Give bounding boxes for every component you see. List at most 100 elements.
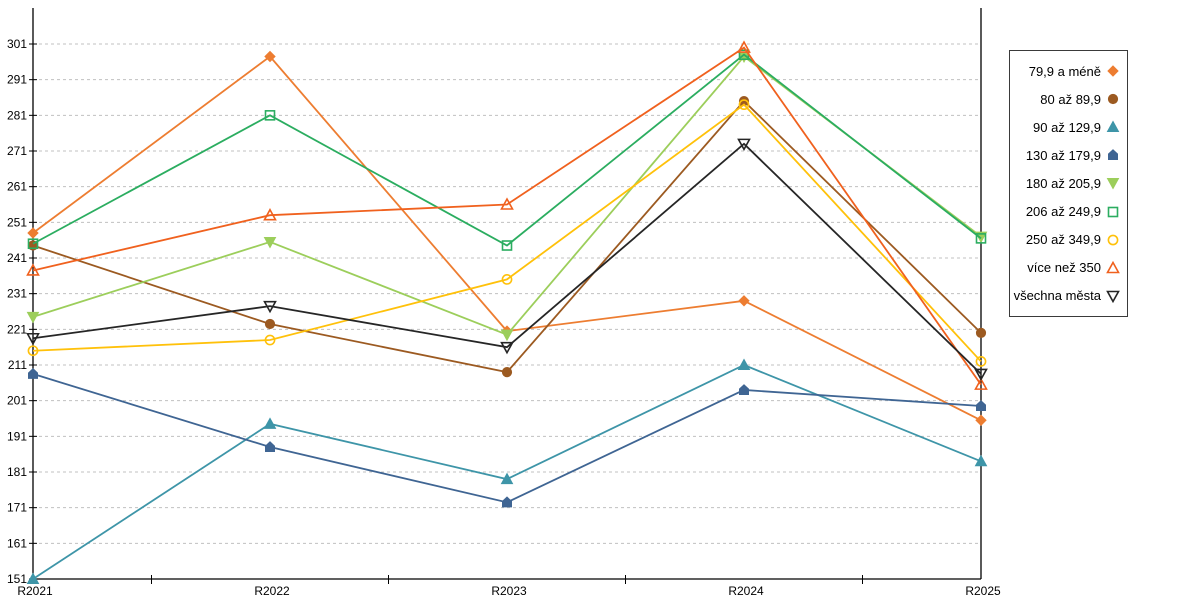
- x-axis-label: R2023: [491, 584, 527, 598]
- series-0-point-3: [738, 295, 750, 307]
- triangle-down-marker-icon: [1106, 290, 1120, 303]
- legend-label: 80 až 89,9: [1040, 91, 1101, 107]
- legend-item-8: všechna města: [1014, 285, 1120, 307]
- diamond-marker-icon: [1107, 65, 1119, 77]
- legend-item-5: 206 až 249,9: [1014, 201, 1120, 223]
- series-8-point-0: [26, 332, 40, 346]
- y-axis-label: 241: [7, 251, 27, 265]
- series-1-point-2: [501, 367, 513, 378]
- pentagon-marker-icon: [1108, 149, 1118, 161]
- legend-label: více než 350: [1027, 260, 1101, 276]
- legend-label: 130 až 179,9: [1025, 147, 1101, 163]
- legend-label: 180 až 205,9: [1025, 175, 1101, 191]
- circle-marker-icon: [1107, 94, 1119, 105]
- series-line-8: [32, 142, 982, 375]
- series-5-point-4: [975, 233, 987, 244]
- y-axis-label: 191: [7, 429, 27, 443]
- legend-item-0: 79,9 a méně: [1014, 60, 1120, 82]
- series-8-point-3: [737, 138, 751, 152]
- series-line-5: [32, 53, 982, 247]
- triangle-up-marker-icon: [1106, 260, 1120, 274]
- series-4-point-1: [263, 236, 277, 249]
- series-7-point-0: [26, 263, 40, 276]
- series-5-point-0: [27, 238, 39, 250]
- legend-item-3: 130 až 179,9: [1014, 144, 1120, 166]
- series-2-point-2: [500, 472, 514, 485]
- series-3-point-1: [265, 441, 275, 453]
- legend-item-7: více než 350: [1014, 257, 1120, 279]
- series-1-point-4: [975, 327, 987, 338]
- series-3-point-4: [976, 400, 986, 412]
- series-6-point-3: [738, 99, 750, 111]
- series-3-point-3: [739, 384, 749, 395]
- series-1-point-1: [264, 318, 276, 330]
- legend-marker-glyph: [1107, 234, 1119, 246]
- square-marker-icon: [1107, 206, 1119, 217]
- series-line-0: [32, 55, 982, 422]
- y-axis-label: 271: [7, 144, 27, 158]
- legend-marker-glyph: [1106, 120, 1120, 133]
- x-axis-label: R2025: [965, 584, 1001, 598]
- legend-item-2: 90 až 129,9: [1014, 116, 1120, 138]
- series-3-point-0: [28, 368, 38, 379]
- y-axis-label: 181: [7, 465, 27, 479]
- series-7-point-2: [500, 197, 514, 210]
- legend-label: 90 až 129,9: [1033, 119, 1101, 135]
- circle-marker-icon: [1107, 234, 1119, 246]
- series-6-point-1: [264, 334, 276, 346]
- legend-marker-glyph: [1108, 149, 1118, 161]
- series-line-7: [32, 46, 982, 386]
- y-axis-label: 291: [7, 73, 27, 87]
- series-8-point-1: [263, 300, 277, 314]
- series-6-point-4: [975, 356, 987, 367]
- series-3-point-2: [502, 496, 512, 508]
- legend-marker-glyph: [1106, 178, 1120, 191]
- x-axis-label: R2021: [17, 584, 53, 598]
- series-2-point-4: [974, 454, 988, 467]
- legend-label: 79,9 a méně: [1028, 63, 1101, 79]
- series-7-point-4: [974, 377, 988, 390]
- series-8-point-4: [974, 368, 988, 382]
- series-2-point-3: [737, 358, 751, 370]
- legend-label: všechna města: [1013, 288, 1101, 304]
- legend-label: 250 až 349,9: [1025, 232, 1101, 248]
- legend-marker-glyph: [1106, 290, 1120, 303]
- series-8-point-2: [500, 341, 514, 355]
- series-0-point-1: [264, 50, 276, 63]
- series-6-point-2: [501, 273, 513, 285]
- series-4-point-2: [500, 329, 514, 342]
- y-axis-label: 221: [7, 322, 27, 336]
- y-axis-label: 301: [7, 37, 27, 51]
- legend-marker-glyph: [1107, 94, 1119, 105]
- series-6-point-0: [27, 345, 39, 357]
- y-axis-label: 261: [7, 180, 27, 194]
- series-0-point-0: [27, 227, 39, 239]
- y-axis-label: 281: [7, 108, 27, 122]
- series-2-point-1: [263, 417, 277, 429]
- x-axis-label: R2022: [254, 584, 290, 598]
- legend-marker-glyph: [1107, 65, 1119, 77]
- y-axis-label: 151: [7, 572, 27, 586]
- triangle-down-marker-icon: [1106, 178, 1120, 191]
- legend-label: 206 až 249,9: [1025, 204, 1101, 220]
- series-line-6: [32, 103, 982, 363]
- series-7-point-1: [263, 208, 277, 221]
- series-2-point-0: [26, 572, 40, 584]
- series-7-point-3: [737, 40, 751, 53]
- series-5-point-2: [501, 240, 513, 251]
- x-axis-label: R2024: [728, 584, 764, 598]
- y-axis-label: 251: [7, 215, 27, 229]
- legend-marker-glyph: [1106, 260, 1120, 274]
- series-5-point-1: [264, 110, 276, 121]
- legend-item-4: 180 až 205,9: [1014, 172, 1120, 194]
- legend-marker-glyph: [1107, 206, 1119, 217]
- y-axis-label: 171: [7, 501, 27, 515]
- legend-item-6: 250 až 349,9: [1014, 229, 1120, 251]
- series-0-point-4: [975, 414, 987, 426]
- legend: 79,9 a méně 80 až 89,9 90 až 129,9 130 až 1…: [1009, 50, 1128, 317]
- triangle-up-marker-icon: [1106, 120, 1120, 133]
- y-axis-label: 161: [7, 536, 27, 550]
- legend-item-1: 80 až 89,9: [1014, 88, 1120, 110]
